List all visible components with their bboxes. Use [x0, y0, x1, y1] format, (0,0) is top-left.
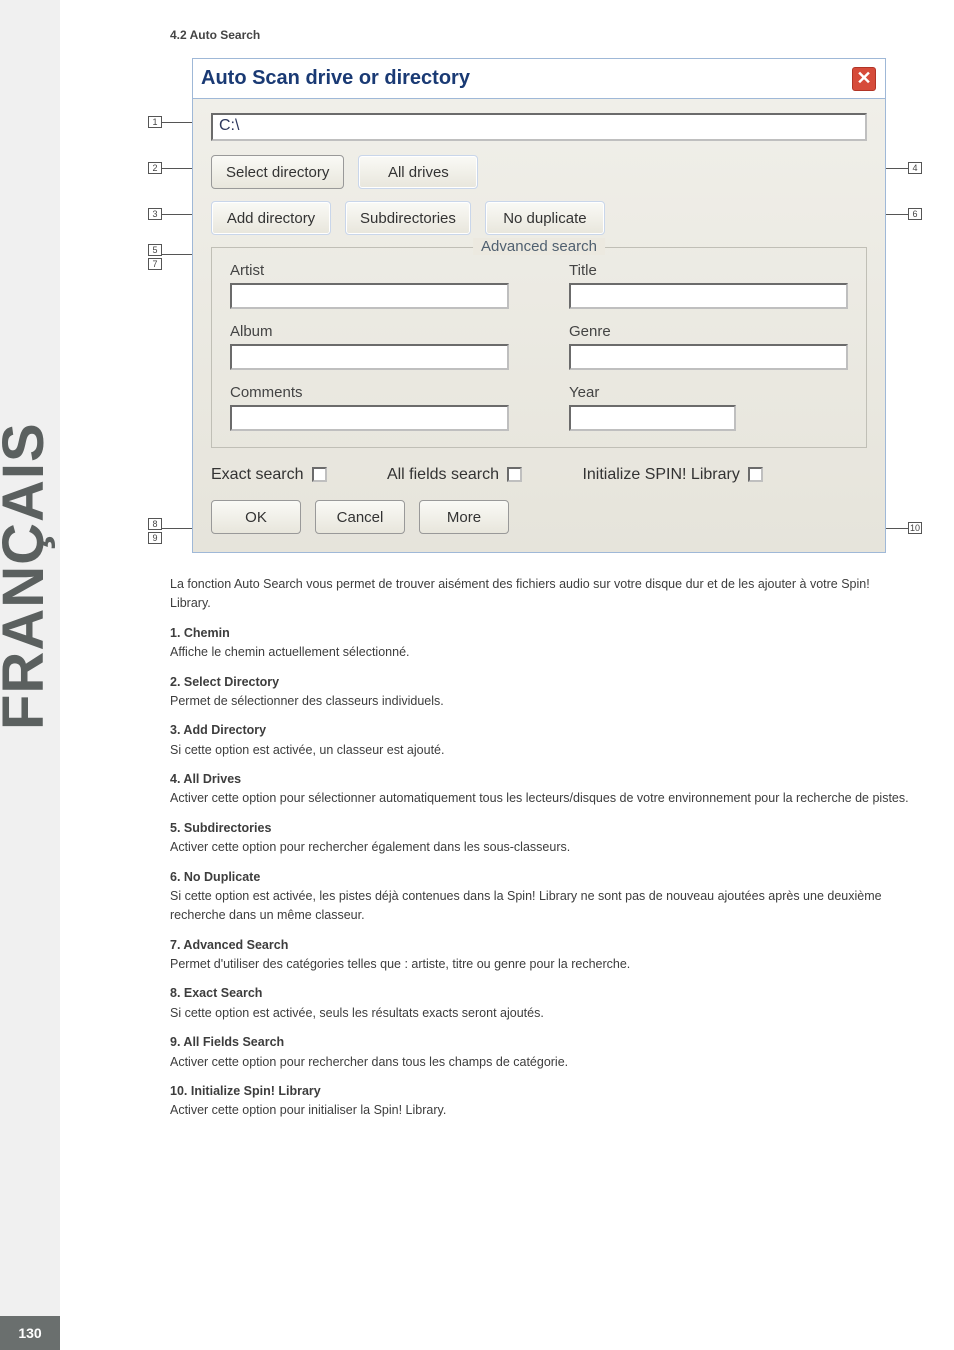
field-genre: Genre: [569, 323, 848, 370]
callout-8: 8: [148, 518, 162, 530]
desc-h7: 7. Advanced Search: [170, 938, 288, 952]
label-year: Year: [569, 384, 848, 401]
cancel-button[interactable]: Cancel: [315, 500, 405, 534]
field-artist: Artist: [230, 262, 509, 309]
input-title[interactable]: [569, 283, 848, 309]
select-directory-button[interactable]: Select directory: [211, 155, 344, 189]
init-spin-wrap[interactable]: Initialize SPIN! Library: [582, 466, 763, 484]
desc-t6: Si cette option est activée, les pistes …: [170, 889, 882, 922]
advanced-legend: Advanced search: [473, 238, 605, 255]
field-album: Album: [230, 323, 509, 370]
field-year: Year: [569, 384, 848, 431]
desc-t7: Permet d'utiliser des catégories telles …: [170, 957, 630, 971]
callout-6: 6: [908, 208, 922, 220]
all-drives-toggle[interactable]: All drives: [358, 155, 478, 189]
path-input[interactable]: C:\: [211, 113, 867, 141]
desc-t1: Affiche le chemin actuellement sélection…: [170, 645, 410, 659]
desc-t5: Activer cette option pour rechercher éga…: [170, 840, 570, 854]
leader-6: [886, 214, 908, 215]
label-album: Album: [230, 323, 509, 340]
more-button[interactable]: More: [419, 500, 509, 534]
all-fields-wrap[interactable]: All fields search: [387, 466, 523, 484]
callout-9: 9: [148, 532, 162, 544]
dialog: Auto Scan drive or directory ✕ C:\ Selec…: [192, 58, 886, 553]
field-comments: Comments: [230, 384, 509, 431]
callout-5: 5: [148, 244, 162, 256]
close-button[interactable]: ✕: [851, 66, 877, 92]
callout-10: 10: [908, 522, 922, 534]
leader-4: [886, 168, 908, 169]
all-fields-label: All fields search: [387, 466, 499, 483]
leader-10: [886, 528, 908, 529]
ok-button[interactable]: OK: [211, 500, 301, 534]
desc-t2: Permet de sélectionner des classeurs ind…: [170, 694, 444, 708]
exact-search-label: Exact search: [211, 466, 303, 483]
section-heading: 4.2 Auto Search: [170, 28, 910, 42]
input-year[interactable]: [569, 405, 736, 431]
desc-h10: 10. Initialize Spin! Library: [170, 1084, 321, 1098]
init-spin-checkbox[interactable]: [748, 467, 763, 482]
desc-h5: 5. Subdirectories: [170, 821, 271, 835]
callout-2: 2: [148, 162, 162, 174]
advanced-grid: Artist Title Album Genre: [230, 262, 848, 431]
callout-7: 7: [148, 258, 162, 270]
advanced-search-fieldset: Advanced search Artist Title Album: [211, 247, 867, 448]
subdirectories-toggle[interactable]: Subdirectories: [345, 201, 471, 235]
desc-t4: Activer cette option pour sélectionner a…: [170, 791, 909, 805]
dialog-wrap: 1 2 3 5 7 8 9 4 6 10 Auto Scan drive or …: [170, 58, 910, 553]
label-comments: Comments: [230, 384, 509, 401]
desc-h3: 3. Add Directory: [170, 723, 266, 737]
leader-3: [162, 214, 192, 215]
label-genre: Genre: [569, 323, 848, 340]
desc-t9: Activer cette option pour rechercher dan…: [170, 1055, 568, 1069]
add-directory-toggle[interactable]: Add directory: [211, 201, 331, 235]
leader-1: [162, 122, 192, 123]
callout-3: 3: [148, 208, 162, 220]
init-spin-label: Initialize SPIN! Library: [582, 466, 739, 483]
input-genre[interactable]: [569, 344, 848, 370]
row-add: Add directory Subdirectories No duplicat…: [211, 201, 867, 235]
field-title: Title: [569, 262, 848, 309]
no-duplicate-toggle[interactable]: No duplicate: [485, 201, 605, 235]
label-artist: Artist: [230, 262, 509, 279]
desc-t10: Activer cette option pour initialiser la…: [170, 1103, 446, 1117]
page-left-tab: FRANÇAIS 130: [0, 0, 60, 1350]
desc-h4: 4. All Drives: [170, 772, 241, 786]
page-number: 130: [18, 1325, 41, 1341]
check-row: Exact search All fields search Initializ…: [211, 466, 867, 484]
input-artist[interactable]: [230, 283, 509, 309]
exact-search-checkbox[interactable]: [312, 467, 327, 482]
leader-2: [162, 168, 192, 169]
lang-f: FRANÇAIS: [0, 422, 56, 730]
label-title: Title: [569, 262, 848, 279]
page-number-box: 130: [0, 1316, 60, 1350]
callout-4: 4: [908, 162, 922, 174]
language-vertical: FRANÇAIS: [0, 422, 57, 730]
desc-h8: 8. Exact Search: [170, 986, 262, 1000]
all-fields-checkbox[interactable]: [507, 467, 522, 482]
row-select: Select directory All drives: [211, 155, 867, 189]
dialog-titlebar: Auto Scan drive or directory ✕: [193, 59, 885, 99]
page-content: 4.2 Auto Search 1 2 3 5 7 8 9 4 6 10 Aut…: [170, 28, 910, 1131]
desc-h9: 9. All Fields Search: [170, 1035, 284, 1049]
desc-h2: 2. Select Directory: [170, 675, 279, 689]
description-block: La fonction Auto Search vous permet de t…: [170, 575, 910, 1121]
input-comments[interactable]: [230, 405, 509, 431]
leader-8: [162, 528, 192, 529]
exact-search-wrap[interactable]: Exact search: [211, 466, 327, 484]
desc-t3: Si cette option est activée, un classeur…: [170, 743, 444, 757]
leader-5: [162, 254, 192, 255]
desc-h6: 6. No Duplicate: [170, 870, 260, 884]
bottom-buttons: OK Cancel More: [211, 500, 867, 534]
desc-intro: La fonction Auto Search vous permet de t…: [170, 575, 910, 614]
dialog-body: C:\ Select directory All drives Add dire…: [193, 99, 885, 552]
desc-h1: 1. Chemin: [170, 626, 230, 640]
close-icon: ✕: [856, 68, 871, 89]
callout-1: 1: [148, 116, 162, 128]
input-album[interactable]: [230, 344, 509, 370]
dialog-title: Auto Scan drive or directory: [201, 67, 470, 90]
desc-t8: Si cette option est activée, seuls les r…: [170, 1006, 544, 1020]
